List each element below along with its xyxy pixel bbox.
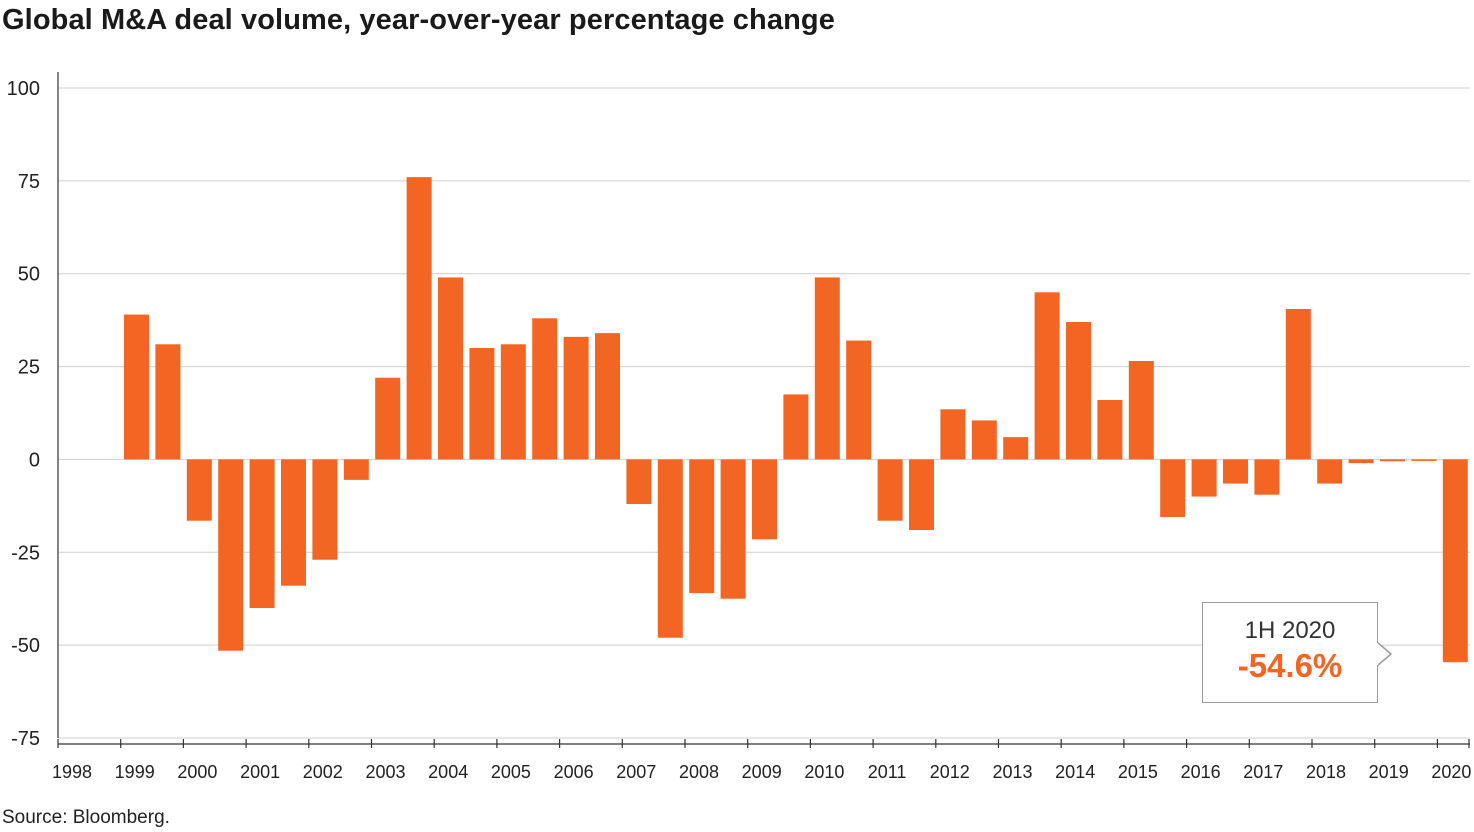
- bar: [846, 340, 872, 460]
- bar: [469, 348, 495, 460]
- source-note: Source: Bloomberg.: [2, 807, 170, 828]
- bar: [814, 277, 840, 460]
- x-tick-label: 1998: [52, 762, 92, 782]
- bar: [1442, 459, 1468, 663]
- bar: [186, 459, 212, 521]
- bar: [595, 333, 620, 460]
- bar: [971, 420, 997, 460]
- chart-title: Global M&A deal volume, year-over-year p…: [2, 4, 835, 36]
- bar: [124, 314, 149, 460]
- bar: [1380, 459, 1405, 462]
- bar: [218, 459, 244, 651]
- bar: [940, 409, 966, 460]
- bar: [1128, 361, 1154, 460]
- callout-pointer: [1377, 642, 1393, 667]
- x-tick-label: 2019: [1369, 762, 1409, 782]
- callout-box: 1H 2020 -54.6%: [1202, 602, 1378, 703]
- x-tick-label: 2004: [428, 762, 468, 782]
- x-tick-label: 2018: [1306, 762, 1346, 782]
- bar: [1285, 309, 1311, 460]
- bar: [626, 459, 652, 504]
- bar: [1066, 322, 1091, 460]
- x-tick-label: 2001: [240, 762, 280, 782]
- bar: [1254, 459, 1280, 495]
- x-tick-label: 2015: [1118, 762, 1158, 782]
- bar: [155, 344, 181, 460]
- x-tick-label: 2014: [1055, 762, 1095, 782]
- x-tick-label: 2009: [742, 762, 782, 782]
- callout-label: 1H 2020: [1244, 617, 1336, 644]
- y-tick-label: 50: [18, 264, 40, 286]
- bar: [532, 318, 558, 460]
- bar: [909, 459, 934, 530]
- y-tick-label: -25: [11, 542, 40, 564]
- x-tick-label: 2002: [303, 762, 343, 782]
- bars: [124, 177, 1468, 663]
- bar: [343, 459, 369, 480]
- bar: [689, 459, 715, 594]
- x-tick-label: 2012: [930, 762, 970, 782]
- bar: [1348, 459, 1374, 464]
- x-tick-label: 2005: [491, 762, 531, 782]
- x-tick-label: 2008: [679, 762, 719, 782]
- bar: [563, 336, 589, 460]
- x-tick-label: 2011: [868, 762, 907, 782]
- bar: [1223, 459, 1248, 484]
- y-tick-label: 0: [29, 449, 40, 471]
- bar: [783, 394, 809, 460]
- bar: [1191, 459, 1217, 497]
- bar: [281, 459, 306, 586]
- bar: [249, 459, 275, 608]
- bar: [877, 459, 903, 521]
- y-axis-tick-labels: 100 75 50 25 0 -25 -50 -75: [7, 78, 40, 750]
- y-tick-label: -50: [11, 635, 40, 657]
- x-tick-label: 2013: [992, 762, 1032, 782]
- x-tick-label: 2006: [554, 762, 594, 782]
- bar: [1003, 437, 1029, 460]
- x-tick-label: 1999: [115, 762, 155, 782]
- x-tick-label: 2020: [1431, 762, 1471, 782]
- bar: [312, 459, 338, 560]
- x-tick-label: 2003: [365, 762, 405, 782]
- x-tick-label: 2000: [177, 762, 217, 782]
- bar: [752, 459, 777, 540]
- x-tick-label: 2007: [616, 762, 656, 782]
- x-axis: [57, 72, 1470, 745]
- bar: [1317, 459, 1343, 484]
- y-tick-label: 75: [18, 171, 40, 193]
- bar: [406, 177, 432, 460]
- bar: [500, 344, 526, 460]
- bar: [657, 459, 683, 638]
- y-tick-label: 25: [18, 357, 40, 379]
- bar: [1411, 459, 1437, 461]
- x-tick-label: 2016: [1181, 762, 1221, 782]
- x-tick-label: 2010: [804, 762, 844, 782]
- bar: [375, 377, 401, 460]
- bar: [1034, 292, 1060, 460]
- callout-value: -54.6%: [1237, 647, 1343, 684]
- bar: [438, 277, 463, 460]
- bar: [720, 459, 746, 599]
- bar: [1097, 400, 1123, 460]
- x-tick-label: 2017: [1243, 762, 1283, 782]
- y-tick-label: -75: [11, 728, 40, 750]
- y-tick-label: 100: [7, 78, 40, 100]
- x-axis-tick-labels: 1998 1999 2000 2001 2002 2003 2004 2005 2006 2007…: [52, 739, 1471, 782]
- bar: [1160, 459, 1186, 517]
